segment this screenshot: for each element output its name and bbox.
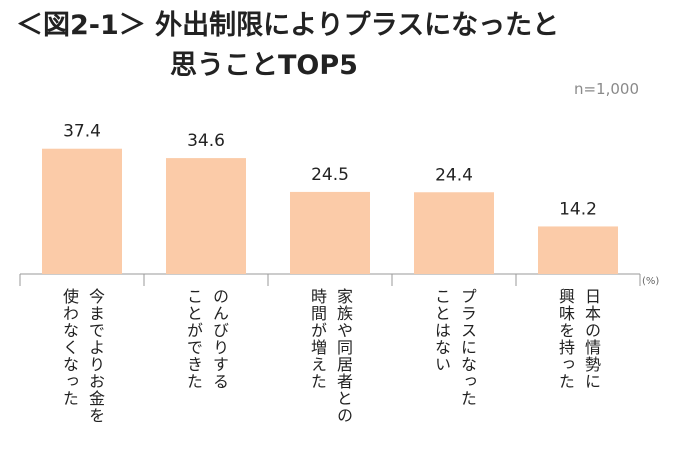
data-label: 34.6 — [187, 131, 225, 151]
category-label-line: 今までよりお金を — [86, 288, 105, 424]
category-label: 今までよりお金を 使わなくなった — [20, 288, 144, 453]
bar — [42, 148, 122, 274]
chart-title-line-2: 思うことTOP5 — [170, 50, 358, 81]
category-label-line: ことはない — [432, 288, 451, 373]
category-label: 家族や同居者との 時間が増えた — [268, 288, 392, 453]
category-label: プラスになった ことはない — [392, 288, 516, 453]
sample-size-note: n=1,000 — [573, 80, 639, 98]
unit-label: (%) — [642, 276, 660, 287]
bar — [166, 158, 246, 274]
category-label-line: 興味を持った — [556, 288, 575, 390]
category-label: のんびりする ことができた — [144, 288, 268, 453]
category-label-line: 家族や同居者との — [334, 288, 353, 424]
chart-title-line-1: ＜図2-1＞ 外出制限によりプラスになったと — [16, 10, 560, 41]
data-label: 24.5 — [311, 165, 349, 185]
category-label-line: 時間が増えた — [308, 288, 327, 390]
category-label-line: プラスになった — [458, 288, 477, 407]
data-label: 37.4 — [63, 122, 101, 142]
data-label: 14.2 — [559, 199, 597, 219]
category-label: 日本の情勢に 興味を持った — [516, 288, 640, 453]
category-label-line: のんびりする — [210, 288, 229, 390]
category-label-line: ことができた — [184, 288, 203, 390]
category-label-line: 日本の情勢に — [582, 288, 601, 390]
data-label: 24.4 — [435, 165, 473, 185]
bar — [538, 226, 618, 274]
category-label-line: 使わなくなった — [60, 288, 79, 407]
bar — [414, 192, 494, 274]
bar — [290, 191, 370, 274]
